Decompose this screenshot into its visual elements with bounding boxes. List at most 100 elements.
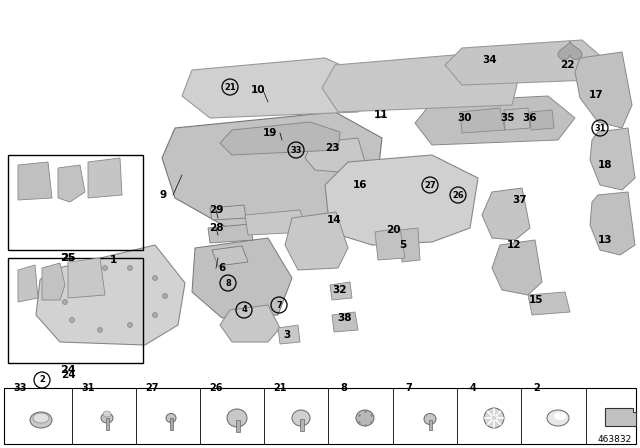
- Text: 25: 25: [61, 253, 76, 263]
- Polygon shape: [400, 228, 420, 262]
- Text: 1: 1: [109, 255, 116, 265]
- Ellipse shape: [547, 410, 569, 426]
- Polygon shape: [322, 52, 520, 112]
- Text: 31: 31: [594, 124, 606, 133]
- Text: 10: 10: [251, 85, 265, 95]
- Text: 21: 21: [273, 383, 287, 393]
- Polygon shape: [42, 263, 65, 300]
- Circle shape: [152, 276, 157, 280]
- Polygon shape: [88, 158, 122, 198]
- Polygon shape: [375, 228, 405, 260]
- Text: 35: 35: [500, 113, 515, 123]
- Polygon shape: [575, 52, 632, 128]
- Polygon shape: [460, 108, 505, 133]
- Text: 23: 23: [324, 143, 339, 153]
- Text: 2: 2: [39, 375, 45, 384]
- Bar: [236, 420, 239, 432]
- Text: 16: 16: [353, 180, 367, 190]
- Text: 6: 6: [218, 263, 226, 273]
- Text: 38: 38: [338, 313, 352, 323]
- Text: 30: 30: [458, 113, 472, 123]
- Polygon shape: [58, 165, 85, 202]
- Text: 32: 32: [333, 285, 348, 295]
- Text: 27: 27: [145, 383, 159, 393]
- Polygon shape: [332, 312, 358, 332]
- Polygon shape: [210, 205, 246, 220]
- Polygon shape: [330, 282, 352, 300]
- Text: 28: 28: [209, 223, 223, 233]
- Polygon shape: [212, 246, 248, 266]
- Polygon shape: [415, 96, 575, 145]
- Polygon shape: [530, 110, 554, 130]
- Ellipse shape: [356, 410, 374, 426]
- Circle shape: [70, 318, 74, 323]
- Text: 5: 5: [399, 240, 406, 250]
- Polygon shape: [590, 192, 635, 255]
- Bar: [8, 258, 143, 363]
- Text: 7: 7: [406, 383, 412, 393]
- Text: 22: 22: [560, 60, 574, 70]
- Ellipse shape: [103, 411, 111, 417]
- Text: 2: 2: [534, 383, 540, 393]
- Polygon shape: [528, 292, 570, 315]
- Bar: [4, 388, 636, 444]
- Text: 18: 18: [598, 160, 612, 170]
- Text: 7: 7: [276, 301, 282, 310]
- Text: 29: 29: [209, 205, 223, 215]
- Circle shape: [102, 266, 108, 271]
- Polygon shape: [36, 245, 185, 345]
- Text: 19: 19: [263, 128, 277, 138]
- Ellipse shape: [166, 414, 176, 422]
- Ellipse shape: [30, 412, 52, 428]
- Text: 21: 21: [224, 82, 236, 91]
- Polygon shape: [192, 238, 292, 318]
- Text: 13: 13: [598, 235, 612, 245]
- Bar: [170, 418, 173, 430]
- Polygon shape: [285, 212, 348, 270]
- Text: 8: 8: [225, 279, 231, 288]
- Circle shape: [97, 327, 102, 332]
- Text: 26: 26: [452, 190, 464, 199]
- Text: 27: 27: [424, 181, 436, 190]
- Polygon shape: [182, 58, 370, 118]
- Polygon shape: [305, 138, 365, 173]
- Polygon shape: [162, 112, 382, 228]
- Circle shape: [77, 277, 83, 283]
- Polygon shape: [68, 258, 105, 298]
- Text: 24: 24: [60, 365, 76, 375]
- Text: 33: 33: [13, 383, 27, 393]
- Bar: [429, 420, 431, 430]
- Bar: [300, 419, 303, 431]
- Circle shape: [152, 313, 157, 318]
- Polygon shape: [220, 305, 280, 342]
- Text: 4: 4: [241, 306, 247, 314]
- Text: 463832: 463832: [598, 435, 632, 444]
- Polygon shape: [18, 162, 52, 200]
- Text: 3: 3: [284, 330, 291, 340]
- Ellipse shape: [554, 412, 566, 420]
- Polygon shape: [492, 240, 542, 295]
- Bar: [106, 418, 109, 430]
- Text: 20: 20: [386, 225, 400, 235]
- Text: 17: 17: [589, 90, 604, 100]
- Circle shape: [484, 408, 504, 428]
- Polygon shape: [18, 265, 38, 302]
- Text: 33: 33: [291, 146, 301, 155]
- Circle shape: [163, 293, 168, 298]
- Text: 15: 15: [529, 295, 543, 305]
- Text: 4: 4: [470, 383, 476, 393]
- Polygon shape: [590, 128, 635, 190]
- Bar: [8, 155, 143, 250]
- Ellipse shape: [292, 410, 310, 426]
- Polygon shape: [445, 40, 605, 85]
- Circle shape: [127, 266, 132, 271]
- Text: 14: 14: [326, 215, 341, 225]
- Circle shape: [127, 323, 132, 327]
- Polygon shape: [278, 325, 300, 344]
- Polygon shape: [482, 188, 530, 240]
- Text: 37: 37: [513, 195, 527, 205]
- Polygon shape: [504, 108, 530, 130]
- Text: 26: 26: [209, 383, 223, 393]
- Text: 12: 12: [507, 240, 521, 250]
- Text: 9: 9: [159, 190, 166, 200]
